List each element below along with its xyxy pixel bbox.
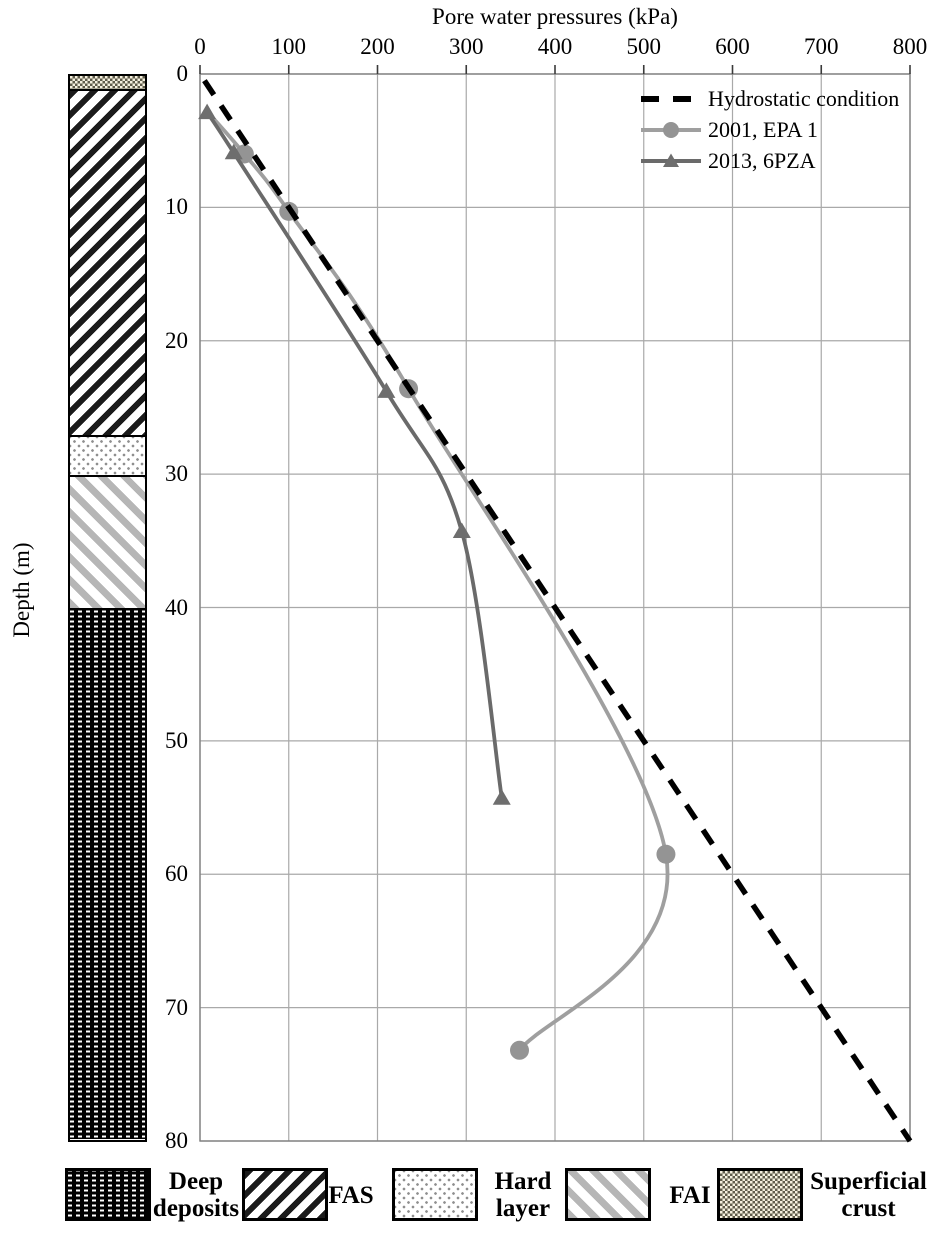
pattern-label-crust: Superficial crust bbox=[810, 1168, 927, 1222]
legend-label: Hydrostatic condition bbox=[708, 85, 900, 111]
data-point-marker bbox=[452, 522, 471, 538]
data-point-marker bbox=[510, 1040, 529, 1060]
pattern-label-deep: Deep deposits bbox=[152, 1168, 240, 1222]
x-tick-label: 400 bbox=[537, 34, 573, 59]
x-tick-label: 600 bbox=[715, 34, 750, 59]
y-tick-label: 60 bbox=[165, 861, 188, 887]
x-tick-label: 300 bbox=[449, 34, 484, 59]
y-tick-label: 30 bbox=[165, 461, 188, 487]
strat-layer-fas bbox=[70, 89, 145, 435]
pattern-swatch-fai bbox=[565, 1168, 651, 1221]
pattern-label-fas: FAS bbox=[328, 1181, 374, 1209]
series-line-2013-6pza bbox=[205, 111, 504, 799]
data-point-marker bbox=[224, 143, 243, 160]
legend-row: 2001, EPA 1 bbox=[638, 114, 918, 145]
y-tick-label: 50 bbox=[165, 727, 188, 753]
y-tick-label: 10 bbox=[165, 194, 188, 220]
strat-layer-deep-deposits bbox=[70, 607, 145, 1139]
chart-title: Pore water pressures (kPa) bbox=[432, 4, 678, 29]
data-point-marker bbox=[492, 789, 511, 805]
strat-column bbox=[68, 74, 147, 1142]
pattern-swatch-crust bbox=[717, 1168, 803, 1221]
data-point-marker bbox=[377, 382, 396, 398]
pattern-swatch-hard bbox=[392, 1168, 478, 1221]
y-tick-label: 70 bbox=[165, 994, 188, 1020]
x-tick-label: 200 bbox=[360, 34, 395, 59]
x-tick-label: 0 bbox=[194, 34, 206, 59]
strat-layer-fai bbox=[70, 474, 145, 608]
y-tick-label: 0 bbox=[176, 61, 189, 86]
y-tick-label: 80 bbox=[165, 1128, 188, 1153]
legend-label: 2001, EPA 1 bbox=[708, 116, 818, 142]
x-tick-label: 100 bbox=[271, 34, 307, 59]
y-tick-label: 40 bbox=[165, 594, 188, 620]
legend-row: 2013, 6PZA bbox=[638, 145, 918, 176]
strat-layer-hard-layer bbox=[70, 434, 145, 475]
x-tick-label: 800 bbox=[892, 34, 928, 59]
pattern-label-hard: Hard layer bbox=[494, 1168, 552, 1222]
data-point-marker bbox=[656, 844, 676, 864]
data-point-marker bbox=[198, 103, 217, 120]
series-line-2001-epa-1 bbox=[205, 110, 670, 1052]
pattern-label-fai: FAI bbox=[669, 1181, 711, 1209]
pattern-swatch-fas bbox=[242, 1168, 328, 1221]
y-tick-label: 20 bbox=[165, 327, 188, 353]
strat-layer-superficial-crust bbox=[70, 76, 145, 90]
legend-line-sample bbox=[641, 95, 701, 102]
legend-line-sample bbox=[641, 153, 701, 167]
x-tick-label: 500 bbox=[626, 34, 662, 59]
y-axis-title: Depth (m) bbox=[9, 542, 34, 638]
x-tick-label: 700 bbox=[804, 34, 839, 59]
series-legend: Hydrostatic condition 2001, EPA 1 2013, 6P… bbox=[638, 83, 918, 176]
legend-label: 2013, 6PZA bbox=[708, 147, 816, 173]
legend-row: Hydrostatic condition bbox=[638, 83, 918, 114]
pattern-swatch-deep bbox=[65, 1168, 151, 1221]
series-line-hydrostatic-condition bbox=[197, 72, 913, 1143]
legend-line-sample bbox=[641, 121, 701, 138]
